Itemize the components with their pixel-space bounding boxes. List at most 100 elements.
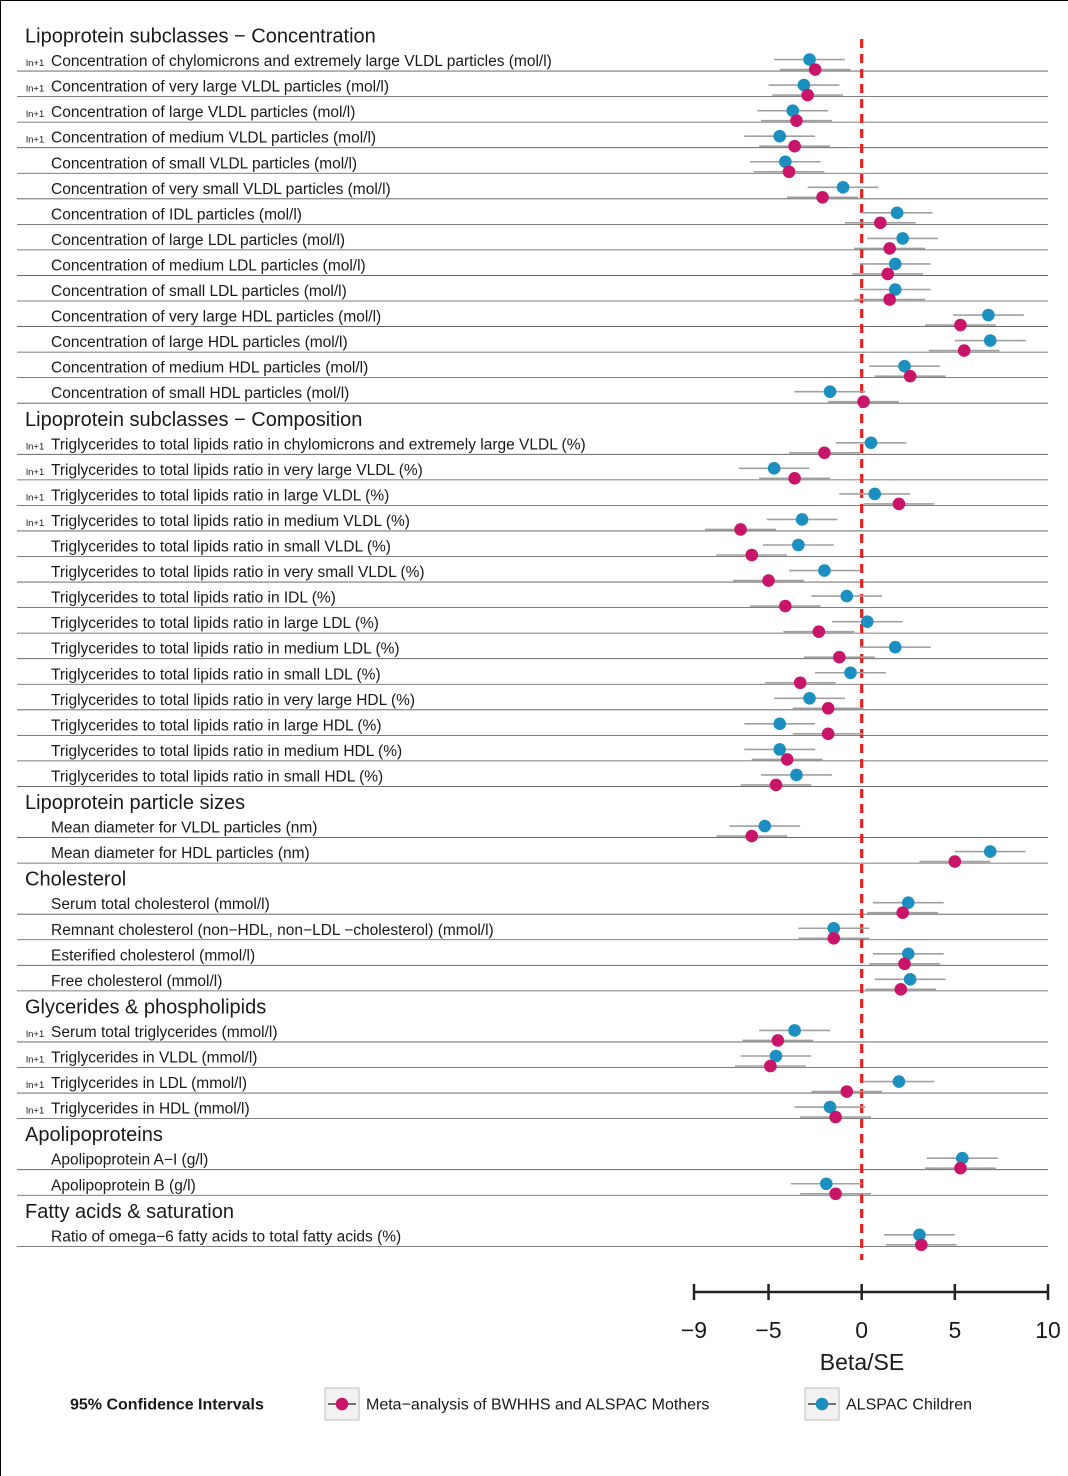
section-title: Apolipoproteins <box>25 1124 163 1146</box>
point-children <box>818 564 831 577</box>
row-prefix: ln+1 <box>26 1106 44 1117</box>
point-children <box>864 436 878 450</box>
point-meta <box>745 829 759 843</box>
point-children <box>778 155 792 169</box>
point-meta <box>788 472 801 485</box>
point-children <box>901 947 915 961</box>
point-children <box>983 845 997 858</box>
row-label: Triglycerides to total lipids ratio in m… <box>51 641 400 658</box>
row-label: Triglycerides to total lipids ratio in l… <box>51 717 382 734</box>
point-children <box>983 334 997 347</box>
row-label: Triglycerides in LDL (mmol/l) <box>51 1075 247 1092</box>
row-label: Concentration of large VLDL particles (m… <box>51 104 355 121</box>
x-tick-label: −5 <box>755 1317 781 1343</box>
point-meta <box>896 906 909 919</box>
x-tick-label: 0 <box>855 1317 868 1343</box>
point-meta <box>894 983 908 996</box>
point-children <box>773 717 787 731</box>
row-label: Triglycerides to total lipids ratio in s… <box>51 539 391 556</box>
legend-title: 95% Confidence Intervals <box>70 1397 264 1414</box>
row-prefix: ln+1 <box>26 1029 44 1040</box>
point-meta <box>793 676 807 690</box>
point-meta <box>948 855 962 868</box>
point-meta <box>954 318 967 332</box>
row-label: Serum total triglycerides (mmol/l) <box>51 1024 278 1041</box>
point-children <box>890 206 904 220</box>
row-prefix: ln+1 <box>26 58 44 69</box>
point-meta <box>954 1161 967 1175</box>
point-meta <box>801 88 814 102</box>
row-label: Apolipoprotein B (g/l) <box>51 1177 196 1194</box>
point-meta <box>892 497 906 511</box>
point-meta <box>915 1238 928 1252</box>
row-label: Remnant cholesterol (non−HDL, non−LDL −c… <box>51 922 494 939</box>
point-children <box>901 896 915 909</box>
point-children <box>790 768 803 782</box>
row-label: Apolipoprotein A−I (g/l) <box>51 1152 208 1169</box>
row-label: Triglycerides to total lipids ratio in l… <box>51 615 379 632</box>
point-children <box>792 538 805 552</box>
row-prefix: ln+1 <box>26 109 44 120</box>
point-meta <box>821 727 835 741</box>
row-prefix: ln+1 <box>26 1080 44 1091</box>
row-label: Triglycerides to total lipids ratio in I… <box>51 590 336 607</box>
point-meta <box>881 267 895 281</box>
row-label: Serum total cholesterol (mmol/l) <box>51 896 270 913</box>
row-label: Concentration of very large VLDL particl… <box>51 79 389 96</box>
point-children <box>803 692 816 705</box>
point-children <box>903 973 917 986</box>
row-label: Triglycerides to total lipids ratio in m… <box>51 513 410 530</box>
point-meta <box>883 293 896 306</box>
row-label: Concentration of medium VLDL particles (… <box>51 130 376 147</box>
point-children <box>803 53 816 66</box>
point-children <box>767 462 781 475</box>
point-meta <box>769 778 783 792</box>
x-axis-title: Beta/SE <box>820 1349 904 1375</box>
x-tick-label: 10 <box>1035 1317 1061 1343</box>
row-label: Concentration of very large HDL particle… <box>51 309 381 326</box>
row-label: Triglycerides to total lipids ratio in l… <box>51 487 389 504</box>
point-meta <box>829 1110 842 1124</box>
point-children <box>982 308 995 322</box>
point-children <box>769 1049 783 1063</box>
row-label: Concentration of IDL particles (mol/l) <box>51 206 302 223</box>
section-title: Lipoprotein particle sizes <box>25 792 245 814</box>
point-meta <box>827 931 841 945</box>
row-label: Concentration of medium HDL particles (m… <box>51 360 368 377</box>
point-meta <box>812 625 826 638</box>
x-tick-label: 5 <box>948 1317 961 1343</box>
row-prefix: ln+1 <box>26 467 44 478</box>
point-meta <box>829 1187 842 1201</box>
point-children <box>860 615 874 628</box>
point-meta <box>771 1034 785 1047</box>
row-label: Triglycerides to total lipids ratio in s… <box>51 666 381 683</box>
point-children <box>913 1228 926 1242</box>
legend-key-point <box>335 1397 349 1411</box>
point-children <box>892 1075 906 1088</box>
row-label: Concentration of small HDL particles (mo… <box>51 385 349 402</box>
row-prefix: ln+1 <box>26 492 44 503</box>
point-meta <box>790 114 803 127</box>
point-meta <box>780 753 794 766</box>
point-meta <box>745 548 759 562</box>
point-children <box>844 666 857 680</box>
point-children <box>758 819 772 833</box>
row-label: Triglycerides in VLDL (mmol/l) <box>51 1050 257 1067</box>
point-children <box>773 743 787 756</box>
point-meta <box>778 599 792 613</box>
row-label: Triglycerides to total lipids ratio in c… <box>51 436 586 453</box>
point-meta <box>762 574 775 587</box>
point-children <box>797 78 811 92</box>
point-meta <box>833 650 846 664</box>
row-prefix: ln+1 <box>26 135 44 146</box>
point-meta <box>764 1059 777 1073</box>
point-meta <box>816 191 829 204</box>
point-meta <box>898 957 911 971</box>
point-meta <box>874 216 887 230</box>
row-label: Concentration of very small VLDL particl… <box>51 181 391 198</box>
legend-label: ALSPAC Children <box>846 1397 972 1414</box>
point-meta <box>903 369 917 383</box>
row-label: Triglycerides to total lipids ratio in v… <box>51 564 425 581</box>
